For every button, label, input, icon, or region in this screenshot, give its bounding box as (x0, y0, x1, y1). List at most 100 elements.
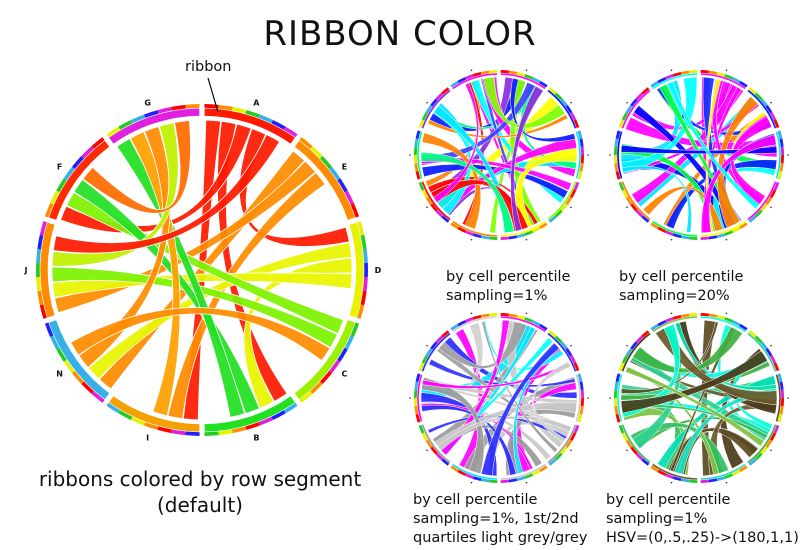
segment-label-b: B (253, 433, 259, 442)
segment-outer-band (421, 189, 429, 198)
ribbon (438, 321, 528, 369)
segment-arc (651, 463, 698, 481)
segment-label-mark (787, 154, 789, 156)
segment-label-mark (587, 397, 589, 399)
segment-outer-band (773, 181, 780, 191)
segment-outer-band (641, 458, 650, 466)
segment-outer-band (360, 234, 367, 250)
segment-arc (775, 373, 782, 423)
segment-outer-band (754, 209, 763, 218)
segment-outer-band (524, 473, 534, 479)
ribbon (51, 266, 338, 349)
segment-outer-band (777, 130, 783, 140)
segment-arc-j (39, 221, 56, 319)
segment-arc-g (108, 107, 200, 145)
segment-outer-band (418, 424, 425, 434)
segment-outer-band (625, 105, 633, 114)
segment-outer-band (739, 323, 748, 331)
segment-outer-band (565, 105, 573, 114)
ribbon (701, 134, 777, 234)
segment-outer-band (37, 290, 44, 306)
segment-outer-band (773, 119, 780, 129)
segment-ring (614, 70, 784, 240)
segment-arc (547, 332, 577, 373)
segment-label-j: J (24, 266, 28, 275)
segment-label-mark (609, 397, 611, 399)
segment-outer-band (569, 112, 577, 121)
segment-label-f: F (57, 163, 62, 172)
segment-arc (700, 72, 747, 90)
segment-outer-band (464, 74, 474, 80)
panel-chord-diagram-2 (609, 69, 789, 241)
segment-outer-band (171, 429, 186, 436)
segment-outer-band (258, 114, 274, 124)
segment-outer-band (630, 203, 638, 212)
segment-outer-band (500, 313, 510, 317)
segment-arc (421, 332, 451, 373)
segment-outer-band (618, 424, 625, 434)
segment-outer-band (531, 469, 541, 476)
segment-outer-band (144, 110, 159, 119)
segment-outer-band (664, 473, 674, 479)
segment-arc (747, 332, 777, 373)
segment-outer-band (356, 221, 365, 236)
panel-caption-4-line-1: by cell percentile (606, 492, 731, 508)
segment-outer-band (577, 413, 583, 423)
segment-outer-band (344, 335, 354, 350)
segment-outer-band (630, 446, 638, 455)
ribbon (621, 76, 698, 174)
segment-label-mark (470, 69, 473, 72)
segment-outer-band (319, 156, 333, 170)
segment-outer-band (739, 465, 748, 473)
ribbon (70, 307, 331, 362)
segment-outer-band (464, 473, 474, 479)
panel-chord-diagram-1 (409, 69, 589, 241)
segment-outer-band (700, 236, 710, 240)
segment-outer-band (748, 458, 757, 466)
segment-outer-band (700, 479, 710, 483)
panel-caption-2: by cell percentile sampling=20% (619, 268, 743, 306)
segment-arc (575, 130, 582, 180)
segment-outer-band (554, 335, 563, 344)
segment-outer-band (91, 137, 105, 150)
segment-outer-band (56, 347, 67, 362)
segment-arc-i (108, 395, 200, 433)
segment-outer-band (218, 104, 233, 111)
segment-outer-band (363, 262, 368, 278)
segment-outer-band (185, 431, 200, 436)
segment-outer-band (641, 87, 650, 95)
segment-arc (621, 180, 651, 221)
ribbon (129, 131, 181, 417)
segment-outer-band (748, 87, 757, 95)
segment-outer-band (618, 181, 625, 191)
segment-label-mark (725, 481, 728, 484)
segment-outer-band (716, 314, 726, 321)
segment-outer-band (580, 155, 584, 164)
segment-label-mark (787, 397, 789, 399)
segment-outer-band (488, 479, 498, 483)
segment-outer-band (414, 389, 418, 398)
segment-outer-band (441, 215, 450, 223)
segment-outer-band (754, 92, 763, 101)
main-caption-line-1: ribbons colored by row segment (38, 467, 362, 491)
segment-outer-band (635, 452, 644, 461)
segment-label-mark (626, 206, 628, 209)
segment-label-mark (570, 344, 572, 347)
segment-arc (616, 373, 623, 423)
segment-arc-a (204, 107, 296, 145)
segment-outer-band (425, 348, 433, 357)
segment-arc (500, 315, 547, 333)
ribbon (116, 138, 246, 418)
segment-outer-band (441, 458, 450, 466)
segment-outer-band (328, 166, 341, 181)
segment-outer-band (765, 439, 773, 448)
segment-outer-band (435, 452, 444, 461)
segment-label-a: A (253, 99, 260, 108)
segment-outer-band (488, 236, 498, 240)
segment-outer-band (472, 232, 482, 239)
segment-outer-band (337, 347, 348, 362)
segment-outer-band (299, 137, 313, 150)
segment-outer-band (773, 424, 780, 434)
segment-ring (36, 104, 368, 436)
segment-outer-band (657, 469, 667, 476)
